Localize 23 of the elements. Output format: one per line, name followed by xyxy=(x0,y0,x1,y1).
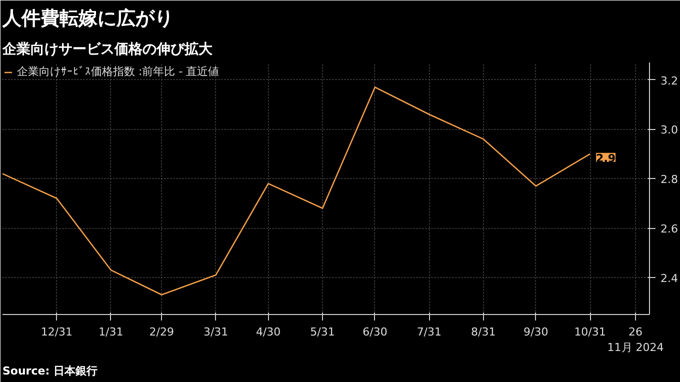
x-tick-label: 2/29 xyxy=(149,326,174,338)
y-tick-label: 2.4 xyxy=(660,272,678,285)
x-tick-label: 8/31 xyxy=(471,326,496,338)
data-label: 2.9 xyxy=(596,152,616,165)
y-tick-label: 3.2 xyxy=(660,74,678,88)
line-series xyxy=(2,86,591,296)
chart-title: 人件費転嫁に広がり xyxy=(2,8,174,30)
x-tick-label: 6/30 xyxy=(362,326,388,338)
x-tick-label: 12/31 xyxy=(40,326,73,338)
legend-label: 企業向けｻｰﾋﾞｽ価格指数 :前年比 - 直近値 xyxy=(17,64,220,79)
x-tick-label: 1/31 xyxy=(98,326,124,338)
x-tick-label: 7/31 xyxy=(416,326,442,338)
x-tick-label: 26 11月 2024 xyxy=(607,326,664,354)
x-tick-label: 9/30 xyxy=(523,326,548,338)
x-tick-label: 10/31 xyxy=(574,326,606,338)
y-tick-label: 2.6 xyxy=(660,222,678,236)
y-tick-label: 3.0 xyxy=(660,124,678,137)
x-tick-label: 5/31 xyxy=(310,326,335,338)
source-note: Source: 日本銀行 xyxy=(2,364,98,378)
chart-subtitle: 企業向けサービス価格の伸び拡大 xyxy=(2,40,214,58)
x-tick-label: 3/31 xyxy=(203,326,228,338)
y-tick-label: 2.8 xyxy=(660,173,678,186)
x-tick-label: 4/30 xyxy=(256,326,281,338)
